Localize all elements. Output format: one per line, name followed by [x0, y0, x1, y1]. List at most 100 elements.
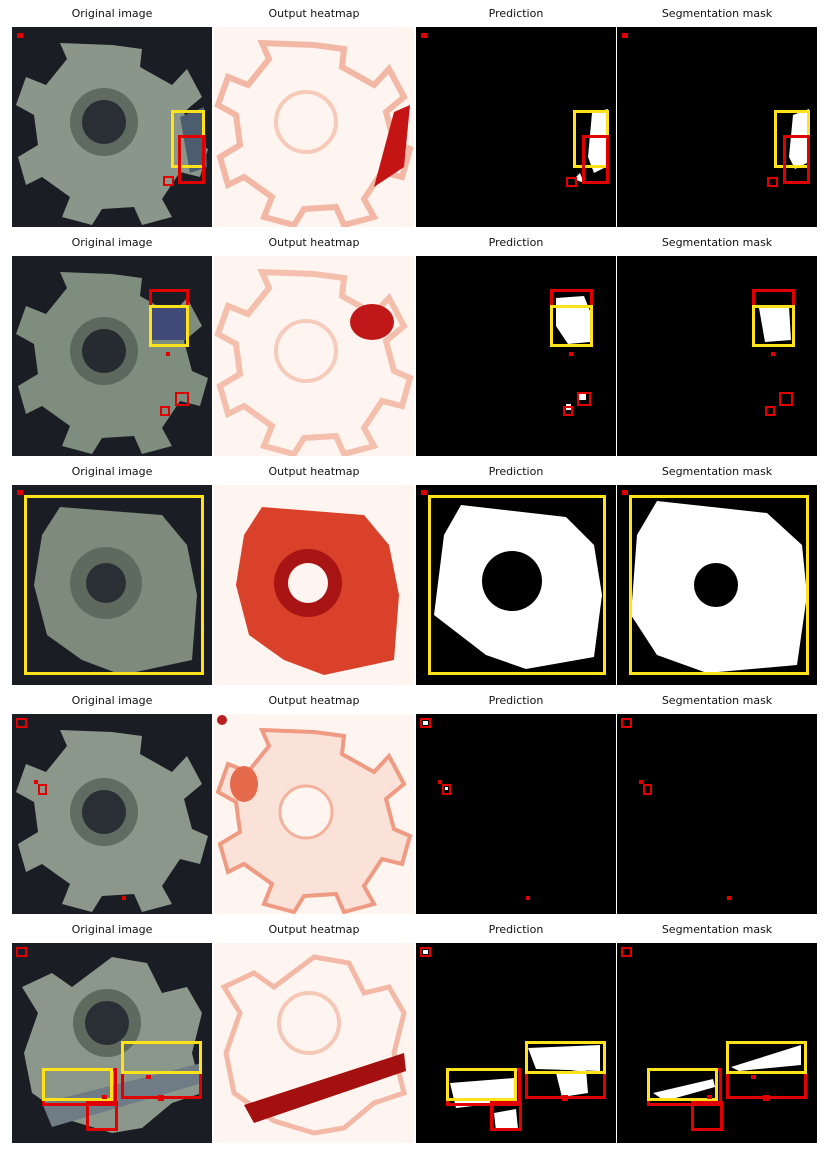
prediction-box [149, 305, 189, 347]
metal-part-drawing [16, 272, 208, 454]
original-image-panel: Original image [12, 3, 212, 232]
panel-title: Segmentation mask [661, 694, 773, 707]
prediction-box [550, 305, 593, 347]
original-image [12, 714, 212, 914]
prediction-box [525, 1041, 606, 1074]
segmentation-mask [617, 943, 817, 1143]
panel-title: Output heatmap [268, 923, 360, 936]
prediction-box [121, 1041, 202, 1074]
ground-truth-box [16, 947, 27, 957]
ground-truth-box [779, 392, 793, 406]
panel-title: Output heatmap [268, 7, 360, 20]
mask-panel: Segmentation mask [617, 919, 817, 1148]
panel-title: Segmentation mask [661, 923, 773, 936]
prediction-shape [434, 505, 602, 669]
heatmap-drawing [215, 715, 413, 914]
original-image-panel: Original image [12, 690, 212, 919]
defect-marker [639, 780, 643, 784]
prediction-blob [423, 721, 428, 725]
prediction-mask [416, 256, 616, 456]
defect-marker [562, 1095, 568, 1101]
output-heatmap [214, 27, 414, 227]
metal-part-drawing [34, 507, 197, 675]
mask-panel: Segmentation mask [617, 461, 817, 690]
original-image [12, 485, 212, 685]
original-image-panel: Original image [12, 461, 212, 690]
heatmap-panel: Output heatmap [214, 690, 414, 919]
prediction-blob [423, 950, 428, 954]
panel-title: Output heatmap [268, 465, 360, 478]
ground-truth-box [783, 135, 810, 184]
defect-marker [751, 1075, 756, 1079]
prediction-mask [416, 485, 616, 685]
defect-marker [122, 896, 126, 900]
ground-truth-box [563, 406, 573, 416]
prediction-box [24, 495, 204, 675]
segmentation-mask [617, 27, 817, 227]
prediction-panel: Prediction [416, 919, 616, 1148]
original-image [12, 27, 212, 227]
prediction-box [446, 1068, 517, 1101]
prediction-panel: Prediction [416, 3, 616, 232]
panel-title: Segmentation mask [661, 7, 773, 20]
ground-truth-box [16, 718, 27, 728]
mask-shape [789, 109, 809, 169]
prediction-mask [416, 714, 616, 914]
defect-marker [34, 780, 38, 784]
defect-marker [569, 352, 573, 356]
panel-title: Prediction [488, 465, 544, 478]
panel-title: Output heatmap [268, 236, 360, 249]
output-heatmap [214, 943, 414, 1143]
defect-marker [102, 1095, 107, 1099]
ground-truth-box [160, 406, 170, 416]
ground-truth-box [442, 784, 451, 795]
prediction-shape [574, 109, 608, 183]
prediction-panel: Prediction [416, 461, 616, 690]
panel-title: Prediction [488, 923, 544, 936]
segmentation-mask [617, 256, 817, 456]
mask-shape [653, 1045, 801, 1101]
prediction-box [428, 495, 606, 675]
prediction-shape [556, 296, 592, 410]
defect-marker [727, 896, 731, 900]
panel-title: Prediction [488, 694, 544, 707]
prediction-panel: Prediction [416, 690, 616, 919]
metal-part-drawing [16, 43, 208, 225]
ground-truth-box [767, 177, 778, 187]
prediction-box [647, 1068, 718, 1101]
output-heatmap [214, 256, 414, 456]
defect-marker [438, 780, 442, 784]
ground-truth-box [175, 392, 189, 406]
original-image [12, 256, 212, 456]
ground-truth-box [490, 1101, 522, 1131]
mask-panel: Segmentation mask [617, 232, 817, 461]
mask-shape [759, 306, 791, 342]
panel-title: Original image [71, 694, 153, 707]
defect-marker [146, 1075, 151, 1079]
mask-shape [631, 501, 807, 673]
prediction-box [726, 1041, 807, 1074]
prediction-mask [416, 27, 616, 227]
defect-marker [622, 33, 628, 38]
panel-title: Prediction [488, 7, 544, 20]
output-heatmap [214, 485, 414, 685]
row-3: Original image Output heatmap Prediction [0, 461, 828, 690]
prediction-blob [445, 787, 448, 790]
panel-title: Original image [71, 236, 153, 249]
row-2: Original image Output heatmap Pred [0, 232, 828, 461]
defect-marker [166, 352, 170, 356]
defect-marker [771, 352, 775, 356]
ground-truth-box [691, 1101, 723, 1131]
ground-truth-box [420, 947, 431, 957]
defect-marker [421, 490, 427, 495]
prediction-box [629, 495, 809, 675]
ground-truth-box [163, 176, 174, 186]
ground-truth-box [621, 718, 632, 728]
prediction-box [42, 1068, 113, 1101]
prediction-panel: Prediction [416, 232, 616, 461]
heatmap-drawing [214, 39, 414, 227]
defect-marker [763, 1095, 769, 1101]
panel-title: Segmentation mask [661, 236, 773, 249]
heatmap-panel: Output heatmap [214, 919, 414, 1148]
defect-marker [421, 33, 427, 38]
